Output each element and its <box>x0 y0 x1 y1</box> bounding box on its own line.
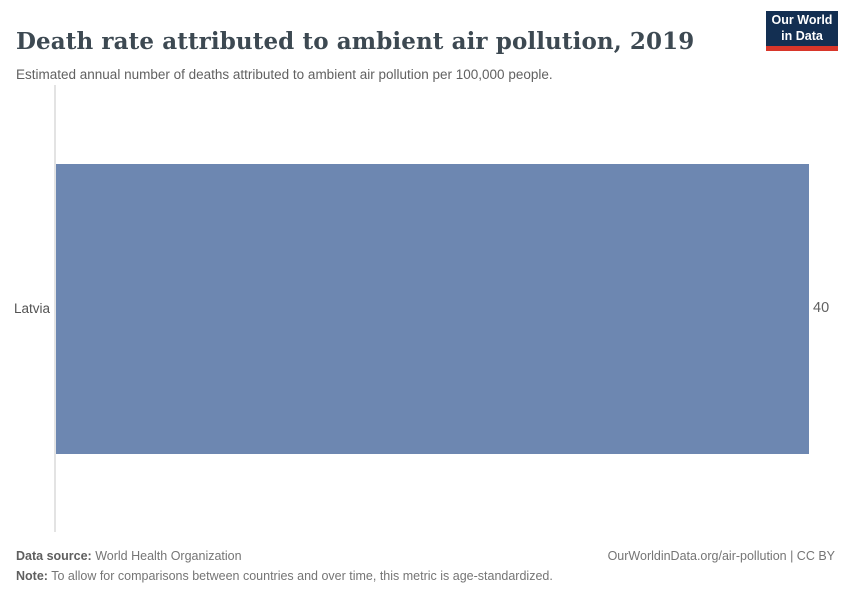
citation-link[interactable]: OurWorldinData.org/air-pollution | CC BY <box>607 549 835 563</box>
data-source-value: World Health Organization <box>91 549 242 563</box>
y-axis-line <box>54 85 56 532</box>
bar-value-label: 40 <box>813 300 830 316</box>
page-title: Death rate attributed to ambient air pol… <box>16 28 695 56</box>
data-source-line: Data source: World Health Organization <box>16 549 242 563</box>
data-source-label: Data source: <box>16 549 92 563</box>
note-value: To allow for comparisons between countri… <box>47 569 553 583</box>
chart-subtitle: Estimated annual number of deaths attrib… <box>16 66 553 82</box>
owid-logo[interactable]: Our World in Data <box>766 11 838 51</box>
note-line: Note: To allow for comparisons between c… <box>16 569 553 583</box>
owid-logo-line1: Our World <box>771 12 833 27</box>
owid-logo-line2: in Data <box>781 28 823 43</box>
bar-category-label: Latvia <box>13 301 50 316</box>
note-label: Note: <box>16 569 48 583</box>
bar[interactable] <box>56 164 809 454</box>
